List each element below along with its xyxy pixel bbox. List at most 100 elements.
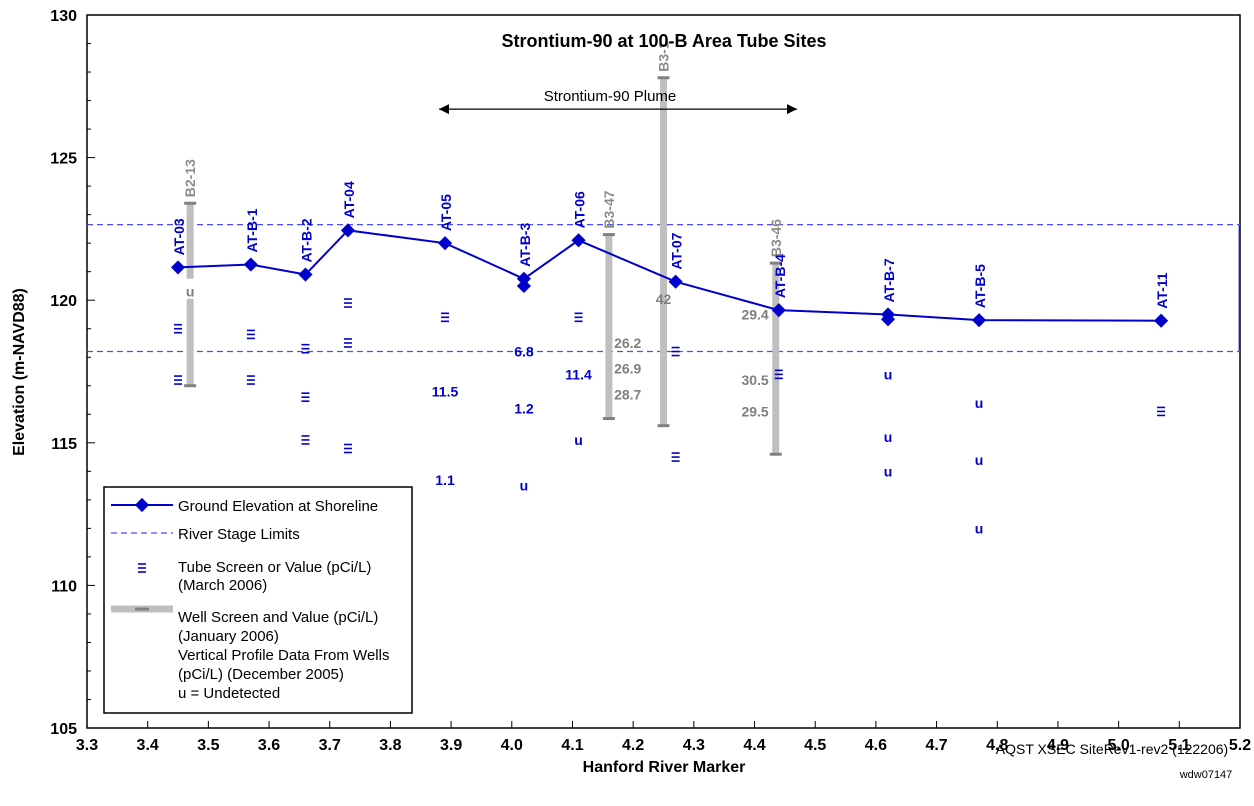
ground-elevation-marker [243,257,258,272]
tube-screen-marker [1157,406,1166,417]
x-tick-label: 3.7 [319,737,341,754]
well-name-label: B2-13 [182,159,198,197]
x-tick-label: 4.5 [804,737,826,754]
x-tick-label: 4.0 [501,737,523,754]
site-label: AT-B-5 [972,264,988,308]
tube-screen-marker [246,375,255,385]
well-value-label: 29.5 [741,403,768,419]
tube-screen-marker [343,443,352,454]
tube-value-label: 6.8 [514,344,534,360]
legend: Ground Elevation at Shoreline River Stag… [103,486,413,714]
tube-value-label: 11.4 [565,366,592,382]
figure-id: wdw07147 [1179,769,1233,781]
x-tick-label: 5.0 [1108,737,1130,754]
tube-value-label: u [884,463,893,479]
tube-screen-marker [246,329,255,340]
well-value-label: 26.2 [614,335,641,351]
y-axis-title: Elevation (m-NAVD88) [11,288,28,456]
site-label: AT-B-1 [244,208,260,252]
well-name-label: B3-47 [601,190,617,228]
site-label: AT-05 [438,194,454,231]
x-tick-label: 3.5 [197,737,219,754]
tube-screen-marker [174,375,183,385]
ground-elevation-marker [170,260,186,275]
tube-value-label: u [975,452,984,468]
tube-value-label: u [884,429,893,445]
tube-screen-marker [441,312,450,323]
source-note: AQST XSEC SiteRev1-rev2 (122206) [996,741,1228,757]
well-value-label: 28.7 [614,386,641,402]
legend-river-label: River Stage Limits [178,526,300,543]
ground-elevation-marker [516,278,531,294]
y-tick-label: 120 [50,293,77,310]
x-tick-label: 3.8 [379,737,401,754]
chart-title: Strontium-90 at 100-B Area Tube Sites [501,31,826,51]
plume-label: Strontium-90 Plume [544,88,677,105]
y-tick-label: 125 [50,151,77,168]
tube-screen-marker [301,435,310,445]
legend-tube-marker [138,563,146,573]
ground-elevation-marker [1154,313,1169,328]
tube-value-label: 1.2 [514,401,534,417]
x-tick-label: 4.8 [986,737,1008,754]
ground-elevation-marker [516,271,531,286]
tube-value-label: 11.5 [432,383,459,399]
tube-screen-marker [343,338,352,348]
site-label: AT-B-4 [772,254,788,298]
y-tick-label: 130 [50,8,77,25]
x-tick-label: 5.2 [1229,737,1251,754]
plume-arrow-head-left [438,104,449,115]
tube-screen-marker [671,346,680,357]
legend-tube-label-1: Tube Screen or Value (pCi/L) [178,559,371,576]
site-label: AT-11 [1154,272,1170,309]
well-value-label: 26.9 [614,361,641,377]
ground-elevation-marker [668,274,683,289]
site-label: AT-B-3 [517,223,533,267]
tube-screen-marker [301,343,310,354]
tube-screen-marker [174,323,183,334]
tube-screen-marker [774,369,783,380]
legend-ground-marker [134,497,150,513]
tube-screen-marker [671,452,680,462]
ground-elevation-marker [340,223,356,238]
ground-elevation-marker [571,233,586,248]
x-tick-label: 4.1 [561,737,583,754]
tube-screen-marker [343,298,352,308]
well-value-label: 30.5 [741,372,768,388]
y-tick-label: 105 [50,721,77,738]
tube-value-label: 1.1 [435,472,455,488]
x-tick-label: 3.9 [440,737,462,754]
y-tick-label: 115 [51,436,77,453]
x-tick-label: 3.4 [137,737,159,754]
well-value-label: 42 [656,291,672,307]
x-tick-label: 4.6 [865,737,887,754]
ground-elevation-line [177,229,1162,322]
tube-value-label: u [520,478,529,494]
x-tick-label: 5.1 [1168,737,1190,754]
legend-well-label-3: Vertical Profile Data From Wells [178,647,389,664]
legend-well-label-1: Well Screen and Value (pCi/L) [178,609,378,626]
x-tick-label: 4.4 [743,737,765,754]
tube-value-label: u [975,520,984,536]
legend-tube-label-2: (March 2006) [178,577,267,594]
well-name-label: B3-46 [768,219,784,257]
x-tick-label: 4.9 [1047,737,1069,754]
x-tick-label: 4.7 [925,737,947,754]
tube-value-label: u [884,366,893,382]
ground-elevation-marker [771,303,786,318]
tube-screen-marker [574,312,583,323]
well-value-label: 29.4 [741,306,768,322]
tube-screen-marker [301,392,310,402]
tube-value-label: u [975,395,984,411]
legend-well-label-5: u = Undetected [178,685,280,702]
y-tick-label: 110 [51,578,77,595]
site-label: AT-03 [171,218,187,255]
legend-ground-label: Ground Elevation at Shoreline [178,498,378,515]
site-label: AT-06 [572,191,588,228]
x-tick-label: 3.6 [258,737,280,754]
ground-elevation-marker [880,312,896,327]
well-value-label: u [186,284,195,300]
site-label: AT-04 [341,181,357,218]
ground-elevation-marker [298,267,313,282]
